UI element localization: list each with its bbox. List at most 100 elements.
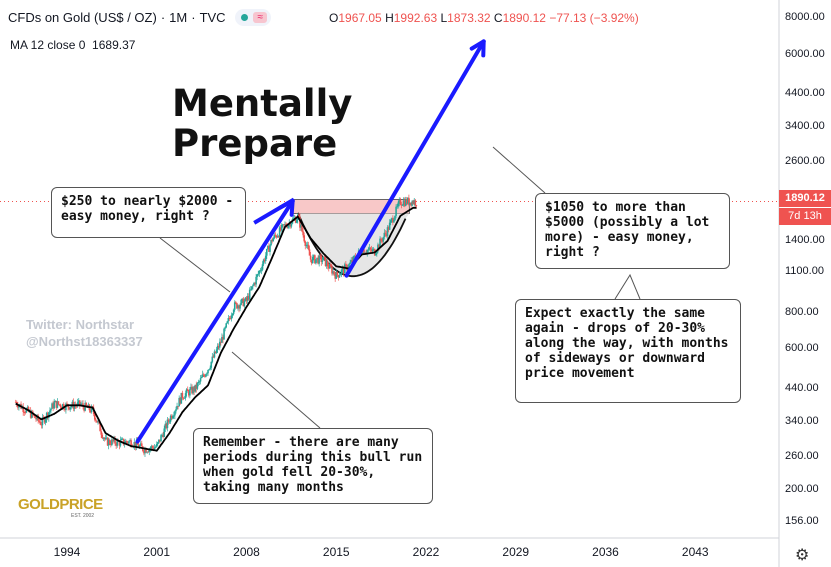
candle-body [211,356,214,362]
bar-countdown-tag: 7d 13h [779,208,831,225]
candle-body [83,406,85,411]
candle-body [290,223,293,227]
candle-body [233,302,236,310]
watermark-line1: Twitter: Northstar [26,317,135,332]
headline: Mentally Prepare [172,84,352,164]
candle-body [182,397,185,399]
price-tick-label: 1100.00 [785,264,824,277]
candle-body [144,448,146,454]
candle-body [176,405,178,410]
candle-body [308,249,311,256]
callout-right-bottom-pointer [614,273,641,300]
candle-body [272,238,275,242]
candle-body [140,443,143,447]
candle-body [367,249,370,251]
time-tick-label: 2029 [502,545,530,559]
candle-body [287,224,289,228]
candle-body [223,328,225,340]
candle-body [262,259,265,265]
market-status-pill[interactable]: ≈ [235,9,272,27]
candle-body [48,412,50,418]
candle-body [191,386,193,394]
candle-body [49,410,51,413]
annotation-right-top: $1050 to more than $5000 (possibly a lot… [535,193,730,269]
candle-body [271,239,273,242]
candle-body [232,309,235,314]
ohlc-readout: O1967.05 H1992.63 L1873.32 C1890.12 −77.… [329,11,639,25]
candle-body [175,409,177,412]
candle-body [64,408,66,411]
candle-body [226,321,229,324]
candle-body [221,337,223,343]
candle-body [54,400,57,403]
candle-body [363,249,365,254]
candle-body [401,205,404,206]
candle-body [128,441,130,444]
time-tick-label: 1994 [53,545,81,559]
candle-body [299,217,301,228]
candle-body [261,264,264,270]
price-tick-label: 8000.00 [785,10,825,23]
settings-gear-icon[interactable]: ⚙ [795,545,810,564]
cup-shading [296,212,410,277]
ma-indicator-legend[interactable]: MA 12 close 0 1689.37 [10,38,135,52]
candle-body [231,313,234,316]
interval[interactable]: 1M [169,10,188,25]
candle-body [120,439,123,441]
candle-body [202,374,205,376]
candle-body [230,315,233,319]
candle-body [163,428,166,437]
candle-body [73,405,76,409]
candle-body [43,417,46,423]
candle-body [168,421,171,423]
candle-body [259,270,262,272]
candle-body [343,264,346,274]
candle-body [379,238,381,248]
candle-body [244,297,247,302]
candle-body [60,407,63,409]
candle-body [310,259,313,264]
candle-body [124,440,127,444]
candle-body [45,412,48,420]
candle-body [178,397,180,407]
candle-body [152,447,155,450]
candle-body [369,247,372,250]
candle-body [199,378,202,382]
candle-body [99,422,101,432]
candle-body [205,374,207,377]
candle-body [166,419,169,429]
candle-body [179,397,182,404]
candle-body [334,274,336,279]
candle-body [193,387,195,392]
candle-body [341,267,344,270]
time-tick-label: 2001 [143,545,171,559]
candle-body [110,443,112,446]
candle-body [277,235,280,237]
candle-body [38,420,41,422]
candle-body [295,219,298,223]
change-value: −77.13 (−3.92%) [549,11,639,25]
candle-body [212,356,215,358]
candle-body [229,318,232,320]
callout-bottom-pointer [231,351,321,429]
candle-body [242,298,245,307]
candle-body [197,381,200,384]
candle-body [198,381,201,383]
candle-body [107,439,110,446]
chart-header[interactable]: CFDs on Gold (US$ / OZ) · 1M · TVC ≈ [8,9,277,27]
candle-body [325,261,328,267]
candle-body [384,232,387,234]
candle-body [201,374,204,377]
open-value: 1967.05 [338,11,382,25]
symbol-name[interactable]: CFDs on Gold (US$ / OZ) [8,10,157,25]
watermark-line2: @Northst18363337 [26,334,143,349]
candle-body [85,402,88,407]
svg-text:GOLDPRICE: GOLDPRICE [18,496,103,513]
candle-body [241,298,244,300]
candle-body [249,289,252,291]
candle-body [333,271,335,275]
candle-body [145,448,147,453]
candle-body [267,245,269,249]
candle-body [34,415,36,419]
candle-body [25,408,28,413]
